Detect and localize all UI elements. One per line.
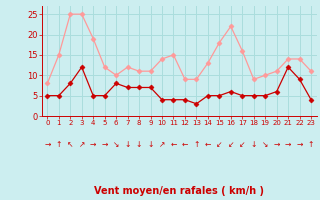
Text: →: → xyxy=(90,140,96,149)
Text: →: → xyxy=(274,140,280,149)
Text: ↙: ↙ xyxy=(228,140,234,149)
Text: →: → xyxy=(296,140,303,149)
Text: ↓: ↓ xyxy=(147,140,154,149)
Text: Vent moyen/en rafales ( km/h ): Vent moyen/en rafales ( km/h ) xyxy=(94,186,264,196)
Text: →: → xyxy=(285,140,291,149)
Text: ↑: ↑ xyxy=(308,140,314,149)
Text: →: → xyxy=(44,140,51,149)
Text: ↓: ↓ xyxy=(124,140,131,149)
Text: ↘: ↘ xyxy=(113,140,119,149)
Text: ↗: ↗ xyxy=(78,140,85,149)
Text: ↙: ↙ xyxy=(216,140,222,149)
Text: ↓: ↓ xyxy=(136,140,142,149)
Text: ↗: ↗ xyxy=(159,140,165,149)
Text: ←: ← xyxy=(182,140,188,149)
Text: ←: ← xyxy=(170,140,177,149)
Text: ↙: ↙ xyxy=(239,140,245,149)
Text: ↖: ↖ xyxy=(67,140,74,149)
Text: ↑: ↑ xyxy=(56,140,62,149)
Text: ↑: ↑ xyxy=(193,140,200,149)
Text: ↓: ↓ xyxy=(251,140,257,149)
Text: ←: ← xyxy=(205,140,211,149)
Text: →: → xyxy=(101,140,108,149)
Text: ↘: ↘ xyxy=(262,140,268,149)
